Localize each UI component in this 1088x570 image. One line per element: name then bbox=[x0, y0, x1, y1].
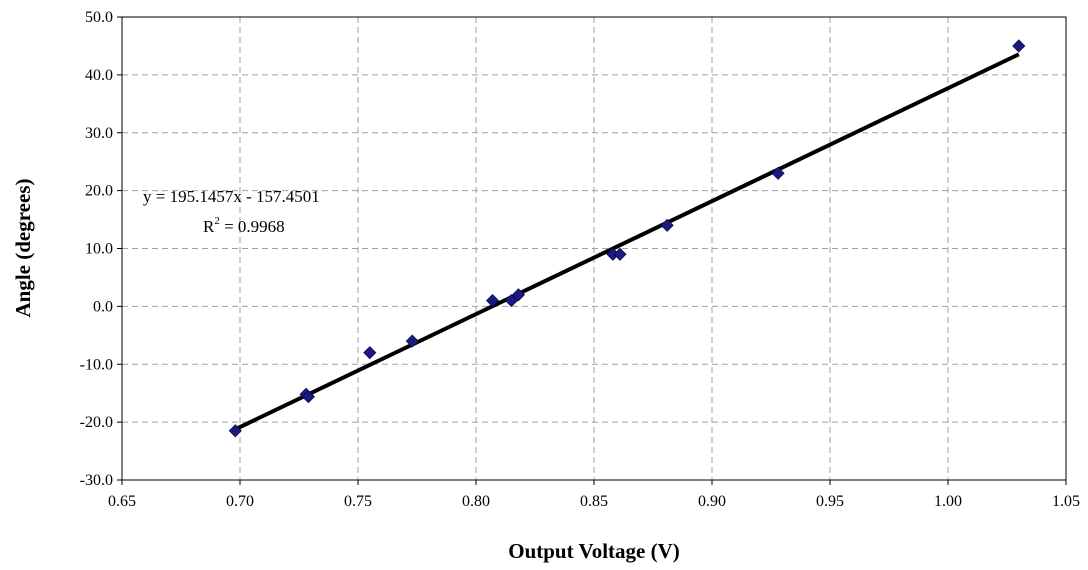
y-tick-label: 10.0 bbox=[85, 241, 113, 258]
data-point bbox=[1012, 39, 1026, 53]
data-point bbox=[228, 424, 242, 438]
x-tick-label: 0.85 bbox=[580, 493, 608, 510]
y-tick-label: 50.0 bbox=[85, 9, 113, 26]
y-axis: -30.0 -20.0 -10.0 0.0 10.0 20.0 30.0 40.0 50.0 bbox=[80, 9, 122, 489]
data-points bbox=[228, 39, 1026, 438]
data-point bbox=[613, 247, 627, 261]
y-tick-label: -10.0 bbox=[80, 356, 113, 373]
x-tick-label: 0.70 bbox=[226, 493, 254, 510]
y-tick-label: 30.0 bbox=[85, 125, 113, 142]
x-tick-label: 1.05 bbox=[1052, 493, 1080, 510]
data-point bbox=[405, 334, 419, 348]
y-tick-label: 40.0 bbox=[85, 67, 113, 84]
r-squared-superscript: 2 bbox=[214, 215, 220, 227]
x-axis-title: Output Voltage (V) bbox=[508, 539, 680, 563]
x-axis: 0.65 0.70 0.75 0.80 0.85 0.90 0.95 1.00 1.05 bbox=[108, 480, 1080, 510]
grid bbox=[122, 17, 1066, 480]
x-tick-label: 0.75 bbox=[344, 493, 372, 510]
trendline-group bbox=[234, 52, 1020, 432]
data-point bbox=[504, 294, 518, 308]
x-tick-label: 0.95 bbox=[816, 493, 844, 510]
y-axis-title: Angle (degrees) bbox=[11, 179, 35, 318]
r-squared-prefix: R bbox=[203, 217, 215, 236]
y-tick-label: 20.0 bbox=[85, 183, 113, 200]
y-tick-label: -30.0 bbox=[80, 472, 113, 489]
equation-label: y = 195.1457x - 157.4501 bbox=[143, 187, 320, 206]
x-tick-label: 1.00 bbox=[934, 493, 962, 510]
data-point bbox=[771, 166, 785, 180]
r-squared-label: R2 = 0.9968 bbox=[203, 215, 285, 236]
data-point bbox=[660, 218, 674, 232]
x-tick-label: 0.80 bbox=[462, 493, 490, 510]
data-point bbox=[511, 288, 526, 302]
x-tick-label: 0.90 bbox=[698, 493, 726, 510]
y-tick-label: -20.0 bbox=[80, 414, 113, 431]
data-point bbox=[485, 294, 500, 308]
r-squared-value: = 0.9968 bbox=[220, 217, 285, 236]
trendline bbox=[234, 52, 1020, 432]
x-tick-label: 0.65 bbox=[108, 493, 136, 510]
y-tick-label: 0.0 bbox=[93, 298, 113, 315]
data-point bbox=[363, 346, 377, 360]
data-point bbox=[301, 390, 316, 404]
